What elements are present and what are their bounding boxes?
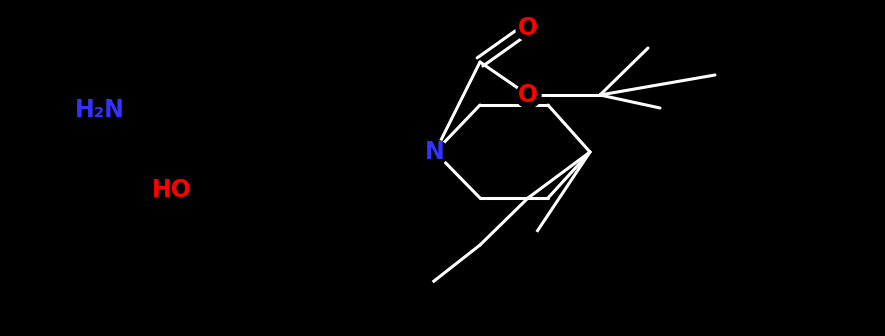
Text: H₂N: H₂N <box>75 98 125 122</box>
Text: HO: HO <box>152 178 192 202</box>
Text: O: O <box>518 83 538 107</box>
Text: N: N <box>425 140 445 164</box>
Text: O: O <box>518 16 538 40</box>
